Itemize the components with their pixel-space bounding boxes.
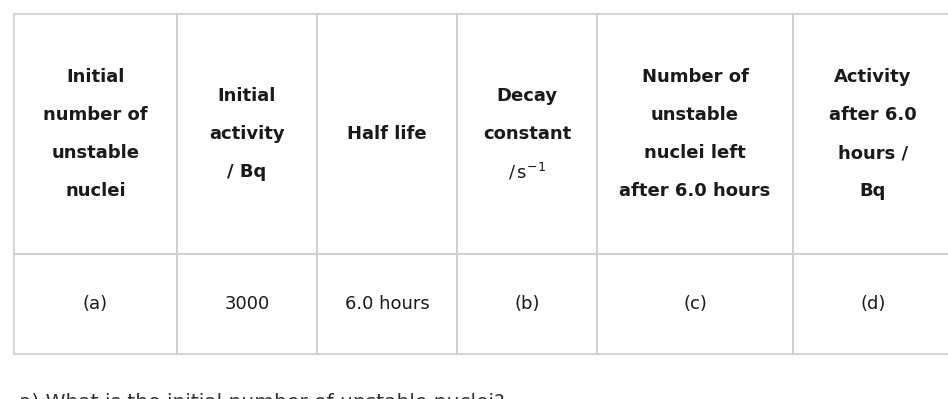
Bar — [177, 254, 317, 354]
Text: (a): (a) — [82, 295, 108, 313]
Bar — [597, 14, 793, 254]
Bar — [317, 14, 457, 254]
Text: Half life: Half life — [347, 125, 427, 143]
Text: Initial: Initial — [218, 87, 276, 105]
Bar — [793, 14, 948, 254]
Bar — [793, 254, 948, 354]
Text: 3000: 3000 — [225, 295, 269, 313]
Text: nuclei left: nuclei left — [644, 144, 746, 162]
Text: hours /: hours / — [838, 144, 908, 162]
Bar — [457, 254, 597, 354]
Text: a) What is the initial number of unstable nuclei?: a) What is the initial number of unstabl… — [19, 392, 504, 399]
Text: Bq: Bq — [860, 182, 886, 200]
Text: (c): (c) — [684, 295, 707, 313]
Text: nuclei: nuclei — [65, 182, 126, 200]
Text: 6.0 hours: 6.0 hours — [345, 295, 429, 313]
Bar — [14, 254, 177, 354]
Text: Initial: Initial — [66, 68, 125, 86]
Bar — [177, 14, 317, 254]
Bar — [14, 14, 177, 254]
Text: (b): (b) — [514, 295, 539, 313]
Text: unstable: unstable — [651, 106, 739, 124]
Text: constant: constant — [483, 125, 571, 143]
Text: Activity: Activity — [834, 68, 912, 86]
Bar — [317, 254, 457, 354]
Text: Number of: Number of — [642, 68, 748, 86]
Bar — [457, 14, 597, 254]
Text: after 6.0 hours: after 6.0 hours — [619, 182, 771, 200]
Text: activity: activity — [210, 125, 284, 143]
Text: after 6.0: after 6.0 — [830, 106, 917, 124]
Text: $/ \, \mathrm{s}^{-1}$: $/ \, \mathrm{s}^{-1}$ — [508, 162, 546, 183]
Text: number of: number of — [44, 106, 148, 124]
Text: unstable: unstable — [51, 144, 139, 162]
Text: Decay: Decay — [497, 87, 557, 105]
Text: (d): (d) — [861, 295, 885, 313]
Bar — [597, 254, 793, 354]
Text: / Bq: / Bq — [228, 163, 266, 181]
